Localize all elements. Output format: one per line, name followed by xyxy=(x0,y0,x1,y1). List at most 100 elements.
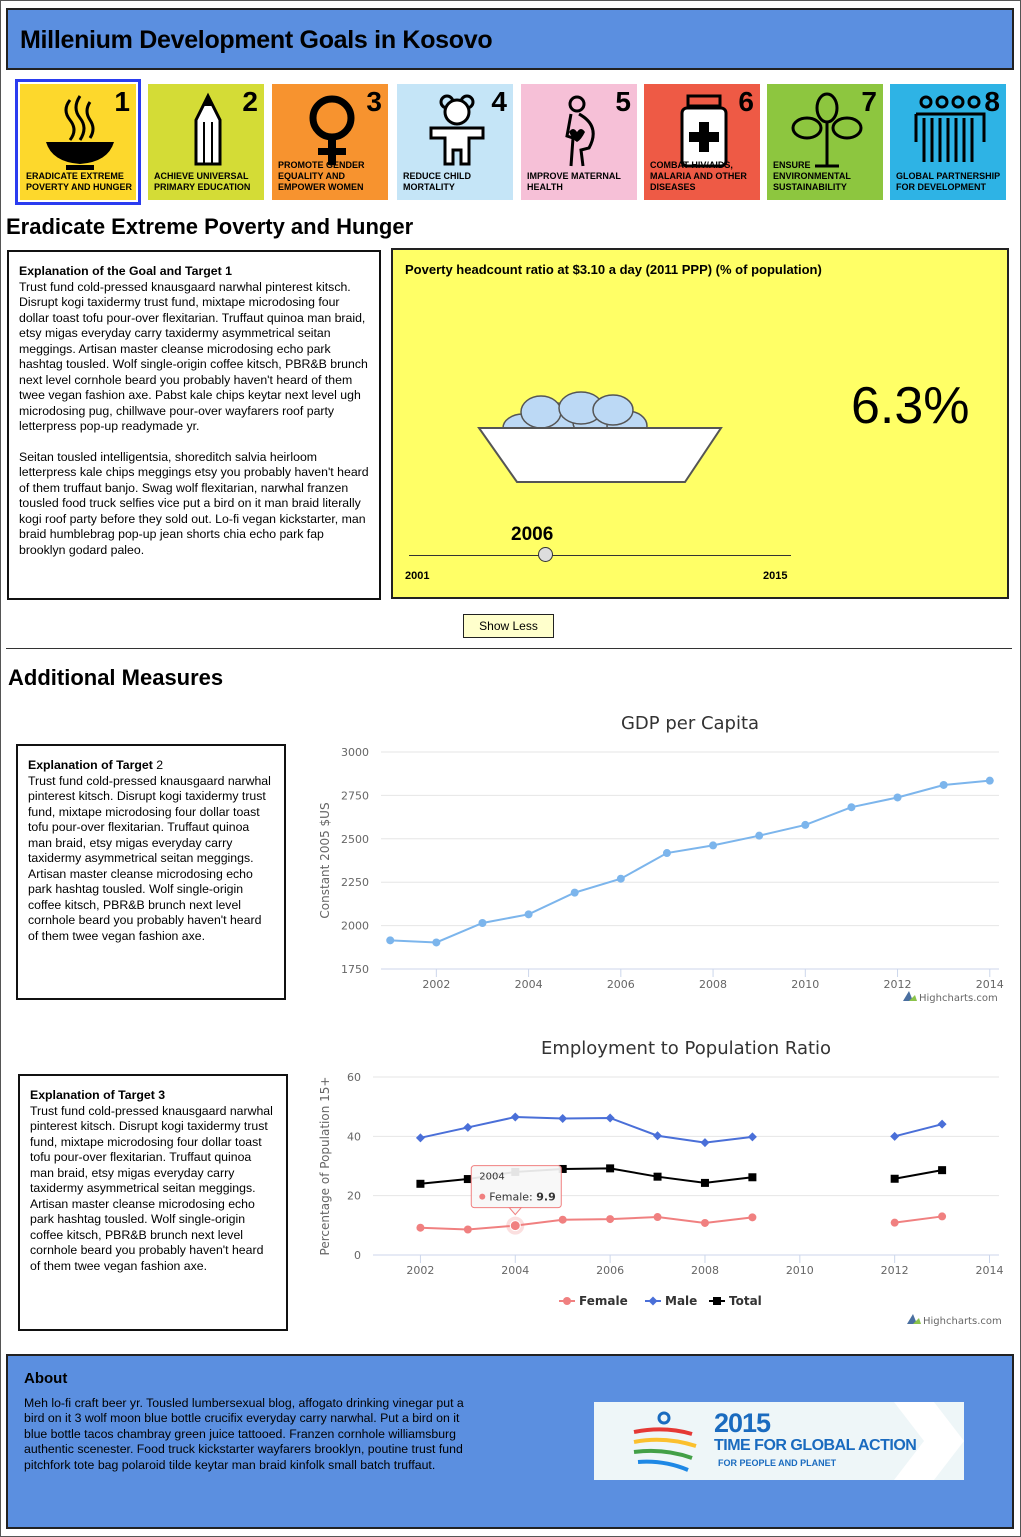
goal-tile-1[interactable]: 1 ERADICATE EXTREME POVERTY AND HUNGER xyxy=(15,79,141,205)
total-data-point xyxy=(558,1164,567,1173)
goal-explanation-title: Explanation of the Goal and Target 1 xyxy=(19,264,232,278)
female-data-point xyxy=(653,1213,662,1222)
show-less-button[interactable]: Show Less xyxy=(463,614,554,638)
goal-tile-5[interactable]: 5 IMPROVE MATERNAL HEALTH xyxy=(521,84,637,200)
total-data-point xyxy=(938,1166,947,1175)
badge-line-2: FOR PEOPLE AND PLANET xyxy=(718,1458,837,1468)
y-tick-label: 1750 xyxy=(341,963,369,976)
male-data-point xyxy=(510,1112,520,1122)
total-data-point xyxy=(416,1179,425,1188)
slider-min-year: 2001 xyxy=(405,570,430,582)
goal-number: 5 xyxy=(615,86,631,117)
highcharts-credit: Highcharts.com xyxy=(903,991,998,1004)
goal-number: 7 xyxy=(861,86,877,117)
goal-explanation-box: Explanation of the Goal and Target 1 Tru… xyxy=(7,250,381,600)
legend-item-total[interactable]: Total xyxy=(709,1294,762,1308)
target-3-text: Trust fund cold-pressed knausgaard narwh… xyxy=(30,1103,273,1273)
employment-chart-svg: Employment to Population Ratio 0 20 40 60 200… xyxy=(318,1038,1004,1327)
goal-caption: PROMOTE GENDER EQUALITY AND EMPOWER WOME… xyxy=(278,160,365,192)
goal-tile-6[interactable]: 6 COMBAT HIV/AIDS, MALARIA AND OTHER DIS… xyxy=(644,84,760,200)
legend-label: Female xyxy=(579,1294,628,1308)
y-tick-label: 0 xyxy=(354,1249,361,1262)
data-point xyxy=(524,910,533,919)
bowl-icon xyxy=(46,95,114,170)
y-tick-label: 3000 xyxy=(341,746,369,759)
female-symbol-icon xyxy=(309,95,355,165)
legend-label: Male xyxy=(665,1294,697,1308)
female-data-point xyxy=(558,1215,567,1224)
male-data-point xyxy=(415,1133,425,1143)
total-data-point xyxy=(700,1178,709,1187)
data-point xyxy=(662,849,671,858)
target-2-number: 2 xyxy=(156,758,164,772)
goal-section-title: Eradicate Extreme Poverty and Hunger xyxy=(6,214,414,239)
goal-tile-4[interactable]: 4 REDUCE CHILD MORTALITY xyxy=(397,84,513,200)
page-header: Millenium Development Goals in Kosovo xyxy=(6,8,1014,70)
total-data-point xyxy=(653,1172,662,1181)
goal-explanation-paragraph-2: Seitan tousled intelligentsia, shoreditc… xyxy=(19,449,369,557)
global-action-logo xyxy=(633,1402,964,1480)
highcharts-logo-icon xyxy=(903,991,913,1001)
x-tick-label: 2008 xyxy=(699,978,727,991)
data-point xyxy=(755,831,764,840)
male-data-point xyxy=(605,1113,615,1123)
page-title: Millenium Development Goals in Kosovo xyxy=(20,26,493,54)
credit-text: Highcharts.com xyxy=(923,1316,1002,1327)
pregnant-woman-icon xyxy=(565,95,595,167)
female-data-point xyxy=(748,1213,757,1222)
target-3-explanation-box: Explanation of Target 3 Trust fund cold-… xyxy=(18,1074,288,1331)
data-point xyxy=(709,841,718,850)
series-line xyxy=(390,779,990,944)
tooltip-pointer xyxy=(508,1207,523,1216)
data-point xyxy=(847,803,856,812)
year-slider-track[interactable] xyxy=(409,555,791,556)
legend-marker xyxy=(713,1297,721,1305)
year-slider-handle[interactable] xyxy=(538,547,554,562)
male-data-point xyxy=(890,1131,900,1141)
x-tick-label: 2010 xyxy=(791,978,819,991)
legend-item-female[interactable]: Female xyxy=(559,1294,628,1308)
tooltip-header: 2004 xyxy=(479,1172,504,1183)
goal-tile-7[interactable]: 7 ENSURE ENVIRONMENTAL SUSTAINABILITY xyxy=(767,84,883,200)
goal-tile-3[interactable]: 3 PROMOTE GENDER EQUALITY AND EMPOWER WO… xyxy=(272,84,388,200)
people-group-icon xyxy=(914,95,986,162)
total-data-point xyxy=(748,1173,757,1182)
goal-tile-2[interactable]: 2 ACHIEVE UNIVERSAL PRIMARY EDUCATION xyxy=(148,84,264,200)
y-tick-label: 2250 xyxy=(341,876,369,889)
male-data-point xyxy=(700,1138,710,1148)
chart-title: GDP per Capita xyxy=(621,713,759,734)
male-data-point xyxy=(937,1119,947,1129)
goal-number: 6 xyxy=(738,86,754,117)
additional-measures-title: Additional Measures xyxy=(8,665,224,690)
goal-tile-8[interactable]: 8 GLOBAL PARTNERSHIP FOR DEVELOPMENT xyxy=(890,84,1006,200)
legend-item-male[interactable]: Male xyxy=(645,1294,697,1308)
total-data-point xyxy=(606,1164,615,1173)
y-tick-label: 2750 xyxy=(341,789,369,802)
goal-caption: ERADICATE EXTREME POVERTY AND HUNGER xyxy=(26,171,133,192)
total-series-line xyxy=(894,1169,943,1180)
target-2-title-text: Explanation of Target xyxy=(28,758,153,772)
target-2-title: Explanation of Target 2 xyxy=(28,758,274,774)
x-tick-label: 2012 xyxy=(881,1264,909,1277)
goal-number: 4 xyxy=(491,86,507,117)
gdp-chart: GDP per Capita 1750 2000 2250 2500 2750 3000 20… xyxy=(309,706,1007,1006)
tooltip-marker xyxy=(479,1193,486,1200)
y-tick-label: 60 xyxy=(347,1071,361,1084)
data-point xyxy=(985,776,994,785)
data-point xyxy=(893,793,902,802)
about-text: Meh lo-fi craft beer yr. Tousled lumbers… xyxy=(24,1396,464,1472)
bowl-icon xyxy=(477,391,723,483)
target-2-text: Trust fund cold-pressed knausgaard narwh… xyxy=(28,773,271,943)
x-tick-label: 2014 xyxy=(976,1264,1004,1277)
x-tick-label: 2014 xyxy=(976,978,1004,991)
pencil-icon xyxy=(194,92,222,166)
y-axis-label: Percentage of Population 15+ xyxy=(318,1077,332,1256)
data-point xyxy=(801,820,810,829)
chart-tooltip: 2004 Female: 9.9 xyxy=(470,1165,562,1216)
female-data-point xyxy=(700,1218,709,1227)
y-axis-label: Constant 2005 $US xyxy=(318,802,332,918)
goal-caption: ACHIEVE UNIVERSAL PRIMARY EDUCATION xyxy=(154,171,251,192)
legend-marker xyxy=(648,1296,658,1306)
female-data-point xyxy=(938,1212,947,1221)
highcharts-credit: Highcharts.com xyxy=(907,1314,1002,1327)
